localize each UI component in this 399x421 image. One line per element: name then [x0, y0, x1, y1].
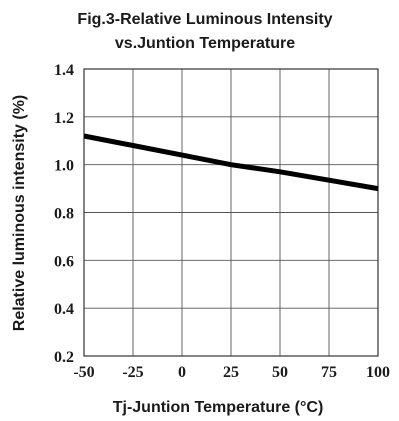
x-axis-label: Tj-Juntion Temperature (°C) — [113, 399, 324, 416]
y-axis-label: Relative luminous intensity (%) — [11, 95, 28, 331]
series-layer — [83, 133, 379, 192]
grid-lines — [84, 69, 378, 356]
y-tick-label: 0.6 — [54, 253, 74, 270]
x-tick-label: 50 — [272, 364, 288, 381]
x-tick-label: 100 — [366, 364, 390, 381]
x-tick-label: 0 — [178, 364, 186, 381]
series-line — [83, 133, 379, 192]
x-tick-label: 25 — [223, 364, 239, 381]
plot-area — [83, 68, 379, 357]
x-tick-label: -25 — [122, 364, 143, 381]
chart-title: Fig.3-Relative Luminous Intensity — [77, 11, 332, 28]
y-tick-label: 1.2 — [54, 110, 74, 127]
y-axis-ticks: 0.2 0.4 0.6 0.8 1.0 1.2 1.4 — [54, 62, 74, 366]
x-axis-ticks: -50 -25 0 25 50 75 100 — [73, 364, 390, 381]
y-tick-label: 1.0 — [54, 158, 74, 175]
y-tick-label: 0.2 — [54, 349, 74, 366]
y-tick-label: 0.4 — [54, 301, 74, 318]
chart-subtitle: vs.Juntion Temperature — [115, 35, 295, 52]
x-tick-label: -50 — [73, 364, 94, 381]
y-tick-label: 0.8 — [54, 206, 74, 223]
x-tick-label: 75 — [321, 364, 337, 381]
y-tick-label: 1.4 — [54, 62, 74, 79]
